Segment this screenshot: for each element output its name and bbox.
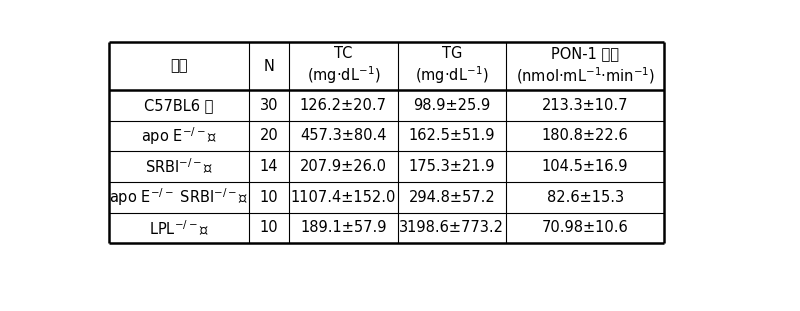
Text: 180.8±22.6: 180.8±22.6 [542, 128, 629, 143]
Text: 162.5±51.9: 162.5±51.9 [409, 128, 495, 143]
Text: 10: 10 [260, 190, 278, 205]
Text: apo E$^{-/-}$鼠: apo E$^{-/-}$鼠 [141, 125, 217, 147]
Text: 189.1±57.9: 189.1±57.9 [300, 220, 386, 235]
Text: 98.9±25.9: 98.9±25.9 [414, 98, 490, 113]
Text: SRBI$^{-/-}$鼠: SRBI$^{-/-}$鼠 [145, 157, 214, 176]
Text: 分组: 分组 [170, 58, 188, 74]
Text: 20: 20 [259, 128, 278, 143]
Text: 82.6±15.3: 82.6±15.3 [546, 190, 624, 205]
Text: PON-1 活性
(nmol·mL$^{-1}$·min$^{-1}$): PON-1 活性 (nmol·mL$^{-1}$·min$^{-1}$) [515, 47, 654, 86]
Text: 30: 30 [260, 98, 278, 113]
Text: 70.98±10.6: 70.98±10.6 [542, 220, 629, 235]
Text: 294.8±57.2: 294.8±57.2 [409, 190, 495, 205]
Text: LPL$^{-/-}$鼠: LPL$^{-/-}$鼠 [149, 218, 209, 238]
Text: TC
(mg·dL$^{-1}$): TC (mg·dL$^{-1}$) [306, 46, 380, 86]
Text: 175.3±21.9: 175.3±21.9 [409, 159, 495, 174]
Text: N: N [263, 58, 274, 74]
Text: 14: 14 [260, 159, 278, 174]
Text: 126.2±20.7: 126.2±20.7 [300, 98, 387, 113]
Text: 1107.4±152.0: 1107.4±152.0 [290, 190, 396, 205]
Text: 457.3±80.4: 457.3±80.4 [300, 128, 386, 143]
Text: 104.5±16.9: 104.5±16.9 [542, 159, 629, 174]
Text: apo E$^{-/-}$ SRBI$^{-/-}$鼠: apo E$^{-/-}$ SRBI$^{-/-}$鼠 [110, 186, 249, 208]
Text: 3198.6±773.2: 3198.6±773.2 [399, 220, 504, 235]
Text: C57BL6 鼠: C57BL6 鼠 [144, 98, 214, 113]
Text: TG
(mg·dL$^{-1}$): TG (mg·dL$^{-1}$) [415, 46, 489, 86]
Text: 213.3±10.7: 213.3±10.7 [542, 98, 629, 113]
Text: 10: 10 [260, 220, 278, 235]
Text: 207.9±26.0: 207.9±26.0 [300, 159, 387, 174]
